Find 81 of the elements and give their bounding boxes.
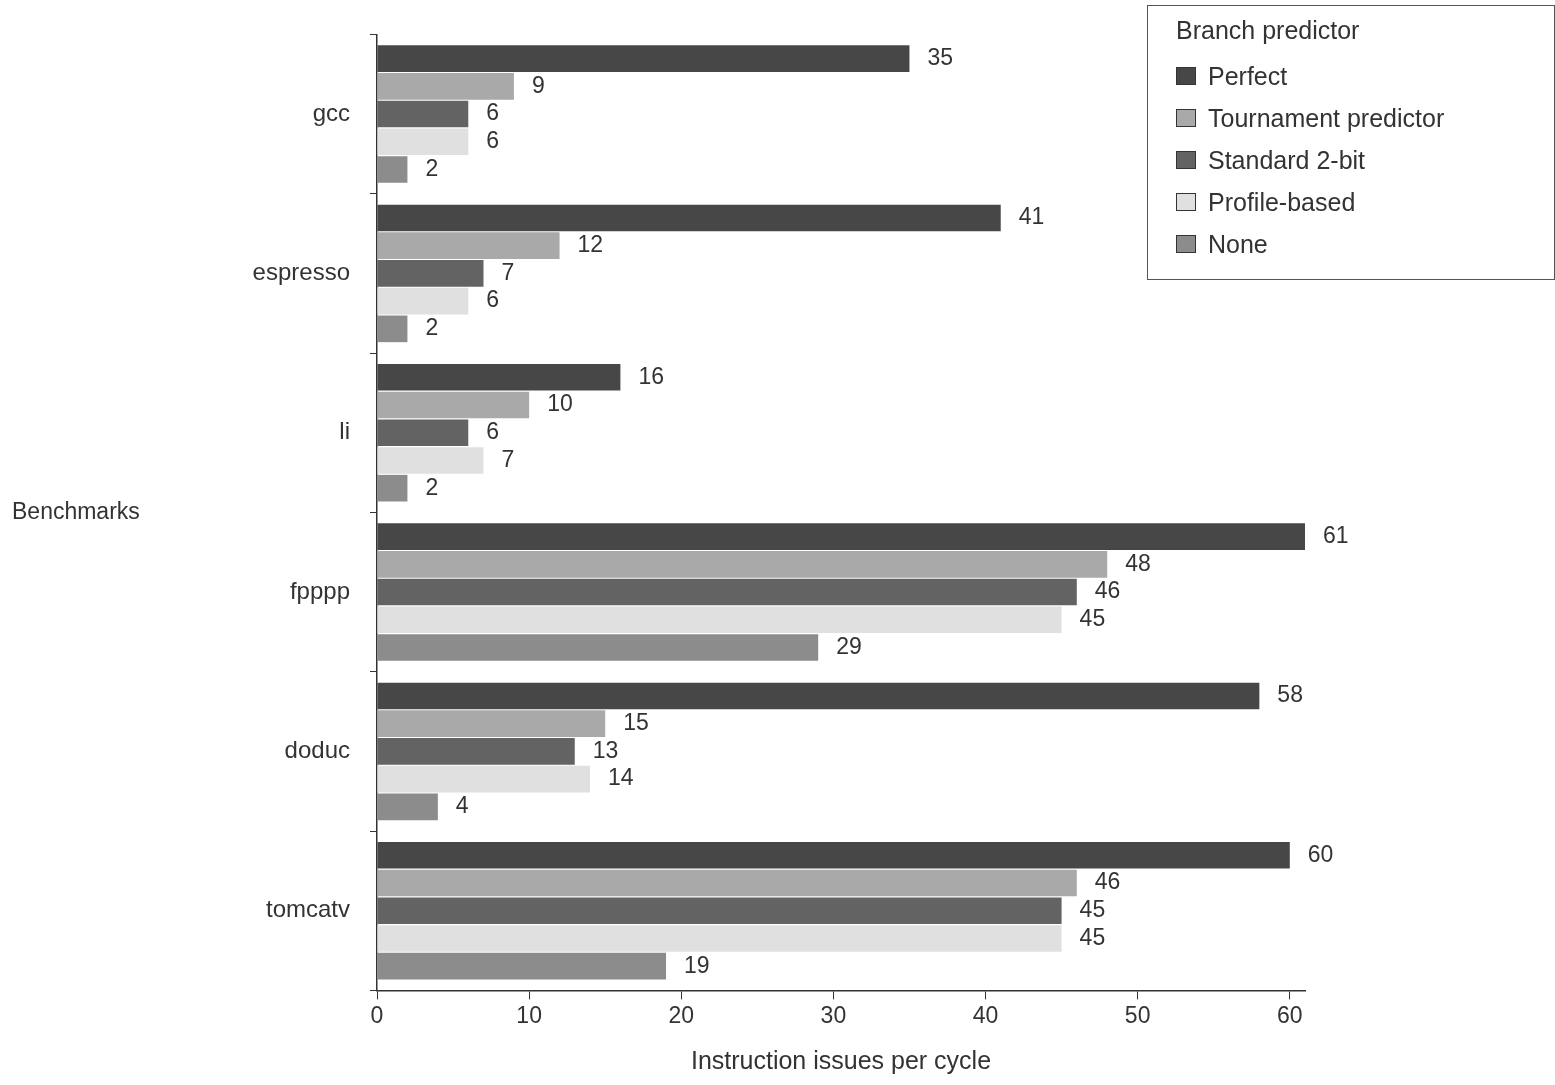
x-axis-title: Instruction issues per cycle (690, 1045, 992, 1074)
bar (377, 204, 1001, 232)
bar (377, 391, 530, 419)
bar (377, 682, 1260, 710)
x-tick-label: 40 (972, 1001, 999, 1028)
data-label: 46 (1094, 577, 1121, 604)
bar (377, 710, 606, 737)
bar (377, 634, 819, 661)
x-tick-label: 10 (516, 1001, 542, 1028)
bar (377, 447, 484, 474)
legend-label: Tournament predictor (1208, 103, 1445, 133)
data-label: 58 (1277, 681, 1303, 708)
legend-label: Profile-based (1208, 187, 1356, 217)
x-tick-label: 50 (1124, 1001, 1151, 1028)
bar (377, 232, 560, 259)
bar (377, 363, 621, 391)
bar (377, 73, 514, 100)
bar (377, 606, 1062, 634)
data-label: 6 (486, 286, 500, 313)
bar (377, 551, 1108, 578)
legend-label: Perfect (1208, 61, 1288, 91)
y-tick-label: fpppp (289, 576, 350, 604)
y-tick-label: doduc (284, 736, 350, 764)
bar (377, 419, 469, 447)
x-tick-label: 0 (370, 1001, 384, 1028)
data-label: 16 (638, 362, 664, 389)
bar (377, 925, 1062, 952)
y-tick-label: espresso (252, 258, 350, 286)
data-label: 45 (1079, 605, 1106, 632)
y-tick-label: li (339, 417, 350, 445)
data-label: 45 (1079, 923, 1106, 950)
data-label: 19 (684, 951, 710, 978)
data-label: 9 (531, 71, 545, 98)
data-label: 46 (1094, 868, 1121, 895)
data-label: 12 (577, 231, 604, 258)
legend-label: None (1208, 229, 1268, 259)
data-label: 2 (425, 314, 439, 341)
data-label: 2 (425, 473, 439, 500)
bar (377, 952, 667, 980)
bar (377, 260, 484, 287)
y-axis-title: Benchmarks (12, 497, 140, 524)
x-tick-label: 60 (1276, 1001, 1303, 1028)
bar (377, 45, 910, 72)
y-tick-label: gcc (312, 98, 350, 126)
legend-title: Branch predictor (1176, 16, 1361, 45)
bar (377, 869, 1077, 897)
data-label: 7 (501, 445, 515, 472)
data-label: 35 (927, 43, 954, 70)
bar (377, 765, 590, 793)
data-label: 29 (836, 632, 862, 659)
data-label: 14 (607, 764, 634, 791)
data-label: 6 (486, 127, 500, 154)
bar (377, 738, 575, 765)
bar (377, 100, 469, 128)
data-label: 48 (1125, 549, 1151, 576)
data-label: 15 (623, 709, 649, 736)
data-label: 61 (1323, 521, 1349, 548)
bar (377, 897, 1062, 925)
data-label: 7 (501, 258, 515, 285)
data-label: 45 (1079, 896, 1106, 923)
bar (377, 315, 408, 343)
data-label: 60 (1307, 840, 1334, 867)
bar (377, 287, 469, 315)
data-label: 6 (486, 418, 500, 445)
bar (377, 474, 408, 502)
legend-label: Standard 2-bit (1208, 145, 1366, 175)
bar (377, 793, 438, 821)
data-label: 41 (1018, 203, 1045, 230)
bar (377, 128, 469, 156)
x-tick-label: 30 (820, 1001, 847, 1028)
x-tick-label: 20 (668, 1001, 695, 1028)
data-label: 13 (592, 736, 619, 763)
data-label: 4 (455, 792, 469, 819)
y-tick-label: tomcatv (265, 895, 350, 923)
bar (377, 578, 1077, 606)
bar (377, 156, 408, 183)
bar (377, 841, 1290, 869)
bar (377, 523, 1305, 550)
data-label: 6 (486, 99, 500, 126)
data-label: 2 (425, 154, 439, 181)
data-label: 10 (547, 390, 573, 417)
